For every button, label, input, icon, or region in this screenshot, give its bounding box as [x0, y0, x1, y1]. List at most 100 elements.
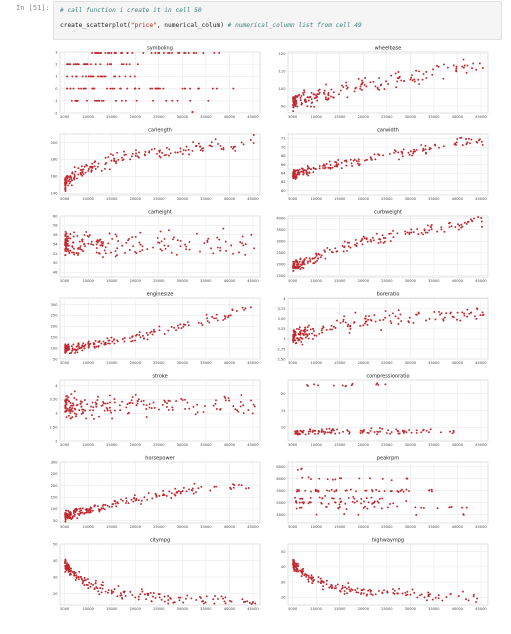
subplot-title: enginesize — [147, 292, 174, 298]
data-point — [292, 562, 295, 565]
data-point — [359, 325, 362, 327]
data-point — [244, 600, 247, 603]
data-point — [304, 336, 307, 339]
data-point — [192, 405, 195, 408]
data-point — [294, 339, 297, 342]
data-point — [300, 263, 303, 266]
data-point — [242, 244, 245, 247]
y-tick-label: 64 — [281, 172, 286, 176]
data-point — [232, 486, 235, 489]
data-point — [114, 409, 116, 412]
data-point — [100, 169, 103, 172]
data-point — [107, 342, 109, 345]
data-point — [146, 498, 149, 501]
data-point — [325, 96, 327, 99]
data-point — [397, 432, 400, 435]
y-tick-label: 120 — [279, 52, 287, 56]
data-point — [176, 324, 179, 327]
x-tick-label: 45000 — [475, 197, 487, 201]
data-point — [64, 187, 67, 190]
data-point — [321, 497, 324, 500]
y-tick-label: 4 — [283, 297, 286, 301]
data-point — [318, 91, 321, 94]
data-point — [97, 590, 100, 593]
data-point — [106, 402, 109, 405]
x-tick-label: 45000 — [475, 443, 487, 447]
data-point — [295, 570, 298, 573]
data-point — [450, 225, 453, 228]
data-point — [128, 63, 131, 66]
data-point — [318, 496, 321, 499]
data-point — [95, 243, 98, 246]
data-point — [410, 431, 413, 434]
data-point — [109, 87, 112, 90]
data-point — [404, 233, 407, 235]
data-point — [137, 398, 140, 401]
data-point — [429, 226, 432, 229]
data-point — [87, 587, 90, 590]
data-point — [402, 490, 405, 493]
data-point — [146, 592, 149, 595]
y-tick-label: 50 — [53, 519, 58, 523]
data-point — [64, 254, 67, 257]
data-point — [382, 241, 385, 244]
data-point — [195, 598, 198, 601]
data-point — [75, 576, 78, 579]
data-point — [89, 511, 92, 514]
data-point — [185, 145, 188, 148]
data-point — [345, 160, 348, 163]
code-cell[interactable]: # call function i create it in cell 50 c… — [53, 1, 502, 40]
data-point — [299, 333, 302, 336]
data-point — [408, 321, 410, 324]
data-point — [334, 327, 337, 329]
data-point — [352, 159, 355, 162]
data-point — [83, 345, 86, 348]
x-tick-label: 30000 — [177, 197, 189, 201]
data-point — [378, 497, 381, 500]
data-point — [456, 318, 458, 321]
data-point — [154, 52, 157, 54]
data-point — [300, 340, 303, 343]
data-point — [292, 174, 295, 177]
data-point — [66, 346, 68, 349]
data-point — [103, 75, 106, 78]
data-point — [75, 574, 78, 577]
data-point — [324, 166, 327, 169]
data-point — [153, 328, 155, 331]
data-point — [138, 87, 141, 90]
data-point — [331, 497, 334, 500]
data-point — [296, 260, 299, 263]
data-point — [313, 334, 316, 337]
data-point — [254, 602, 257, 605]
data-point — [116, 151, 119, 154]
data-point — [427, 591, 430, 594]
data-point — [405, 500, 408, 502]
data-point — [312, 337, 314, 340]
data-point — [224, 396, 227, 399]
data-point — [85, 417, 88, 420]
data-point — [449, 593, 452, 596]
data-point — [308, 576, 310, 579]
data-point — [309, 478, 312, 481]
code-string-arg: "price" — [130, 22, 157, 29]
data-point — [111, 417, 114, 420]
data-point — [72, 241, 75, 244]
data-point — [205, 313, 208, 316]
data-point — [188, 241, 191, 243]
data-point — [217, 143, 220, 145]
data-point — [64, 566, 67, 569]
data-point — [329, 328, 332, 331]
data-point — [342, 430, 345, 433]
data-point — [64, 178, 67, 181]
data-point — [442, 63, 445, 66]
data-point — [123, 337, 126, 340]
data-point — [370, 589, 373, 592]
data-point — [296, 171, 299, 174]
data-point — [332, 497, 335, 500]
data-point — [81, 238, 83, 241]
data-point — [91, 166, 94, 169]
data-point — [80, 87, 83, 90]
data-point — [347, 582, 350, 584]
